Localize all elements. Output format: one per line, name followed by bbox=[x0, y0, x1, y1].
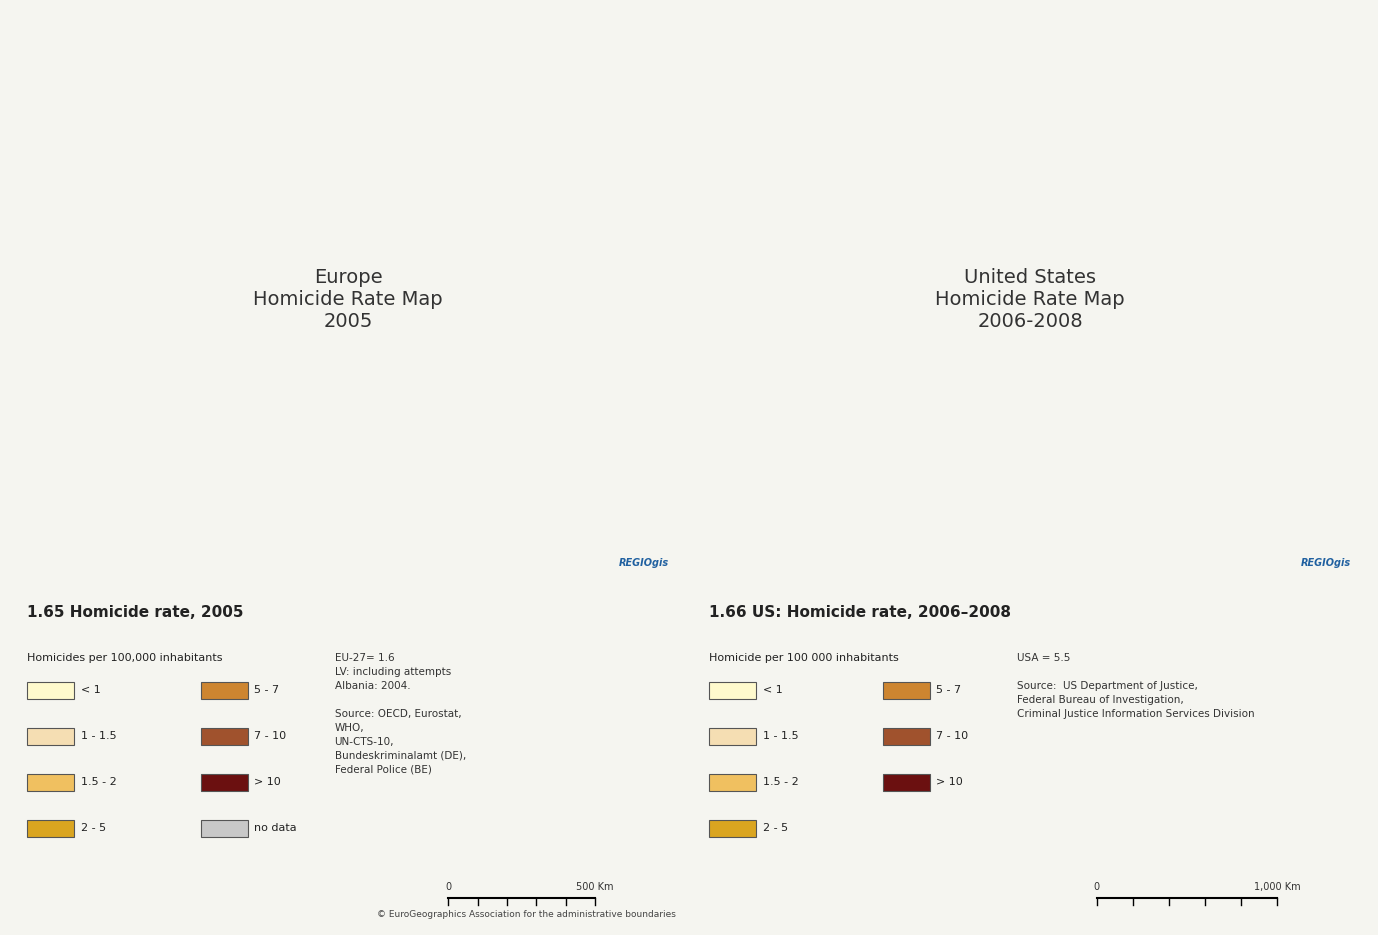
Text: > 10: > 10 bbox=[937, 777, 963, 787]
FancyBboxPatch shape bbox=[710, 727, 757, 745]
Text: REGIOgis: REGIOgis bbox=[619, 558, 668, 568]
FancyBboxPatch shape bbox=[710, 774, 757, 791]
Text: 2 - 5: 2 - 5 bbox=[81, 823, 106, 833]
Text: 7 - 10: 7 - 10 bbox=[937, 731, 969, 741]
FancyBboxPatch shape bbox=[710, 682, 757, 699]
FancyBboxPatch shape bbox=[201, 682, 248, 699]
Text: 1 - 1.5: 1 - 1.5 bbox=[763, 731, 798, 741]
Text: 500 Km: 500 Km bbox=[576, 882, 615, 892]
Text: United States
Homicide Rate Map
2006-2008: United States Homicide Rate Map 2006-200… bbox=[936, 267, 1124, 331]
Text: 1.5 - 2: 1.5 - 2 bbox=[81, 777, 116, 787]
Text: 1,000 Km: 1,000 Km bbox=[1254, 882, 1301, 892]
Text: 1 - 1.5: 1 - 1.5 bbox=[81, 731, 116, 741]
Text: 7 - 10: 7 - 10 bbox=[255, 731, 287, 741]
Text: 0: 0 bbox=[1094, 882, 1100, 892]
FancyBboxPatch shape bbox=[201, 727, 248, 745]
Text: EU-27= 1.6
LV: including attempts
Albania: 2004.

Source: OECD, Eurostat,
WHO,
U: EU-27= 1.6 LV: including attempts Albani… bbox=[335, 653, 466, 774]
Text: Homicides per 100,000 inhabitants: Homicides per 100,000 inhabitants bbox=[28, 653, 223, 663]
Text: 1.5 - 2: 1.5 - 2 bbox=[763, 777, 798, 787]
Text: 5 - 7: 5 - 7 bbox=[937, 684, 962, 695]
FancyBboxPatch shape bbox=[883, 774, 930, 791]
FancyBboxPatch shape bbox=[28, 682, 74, 699]
FancyBboxPatch shape bbox=[883, 682, 930, 699]
Text: < 1: < 1 bbox=[763, 684, 783, 695]
Text: Homicide per 100 000 inhabitants: Homicide per 100 000 inhabitants bbox=[710, 653, 898, 663]
Text: 1.65 Homicide rate, 2005: 1.65 Homicide rate, 2005 bbox=[28, 605, 244, 620]
FancyBboxPatch shape bbox=[28, 774, 74, 791]
FancyBboxPatch shape bbox=[201, 820, 248, 837]
Text: > 10: > 10 bbox=[255, 777, 281, 787]
Text: 2 - 5: 2 - 5 bbox=[763, 823, 788, 833]
Text: USA = 5.5

Source:  US Department of Justice,
Federal Bureau of Investigation,
C: USA = 5.5 Source: US Department of Justi… bbox=[1017, 653, 1254, 719]
FancyBboxPatch shape bbox=[201, 774, 248, 791]
FancyBboxPatch shape bbox=[28, 727, 74, 745]
Text: Europe
Homicide Rate Map
2005: Europe Homicide Rate Map 2005 bbox=[254, 267, 442, 331]
Text: 5 - 7: 5 - 7 bbox=[255, 684, 280, 695]
Text: © EuroGeographics Association for the administrative boundaries: © EuroGeographics Association for the ad… bbox=[376, 910, 675, 919]
FancyBboxPatch shape bbox=[883, 727, 930, 745]
Text: 0: 0 bbox=[445, 882, 451, 892]
FancyBboxPatch shape bbox=[28, 820, 74, 837]
Text: no data: no data bbox=[255, 823, 298, 833]
FancyBboxPatch shape bbox=[710, 820, 757, 837]
Text: 1.66 US: Homicide rate, 2006–2008: 1.66 US: Homicide rate, 2006–2008 bbox=[710, 605, 1011, 620]
Text: < 1: < 1 bbox=[81, 684, 101, 695]
Text: REGIOgis: REGIOgis bbox=[1301, 558, 1350, 568]
